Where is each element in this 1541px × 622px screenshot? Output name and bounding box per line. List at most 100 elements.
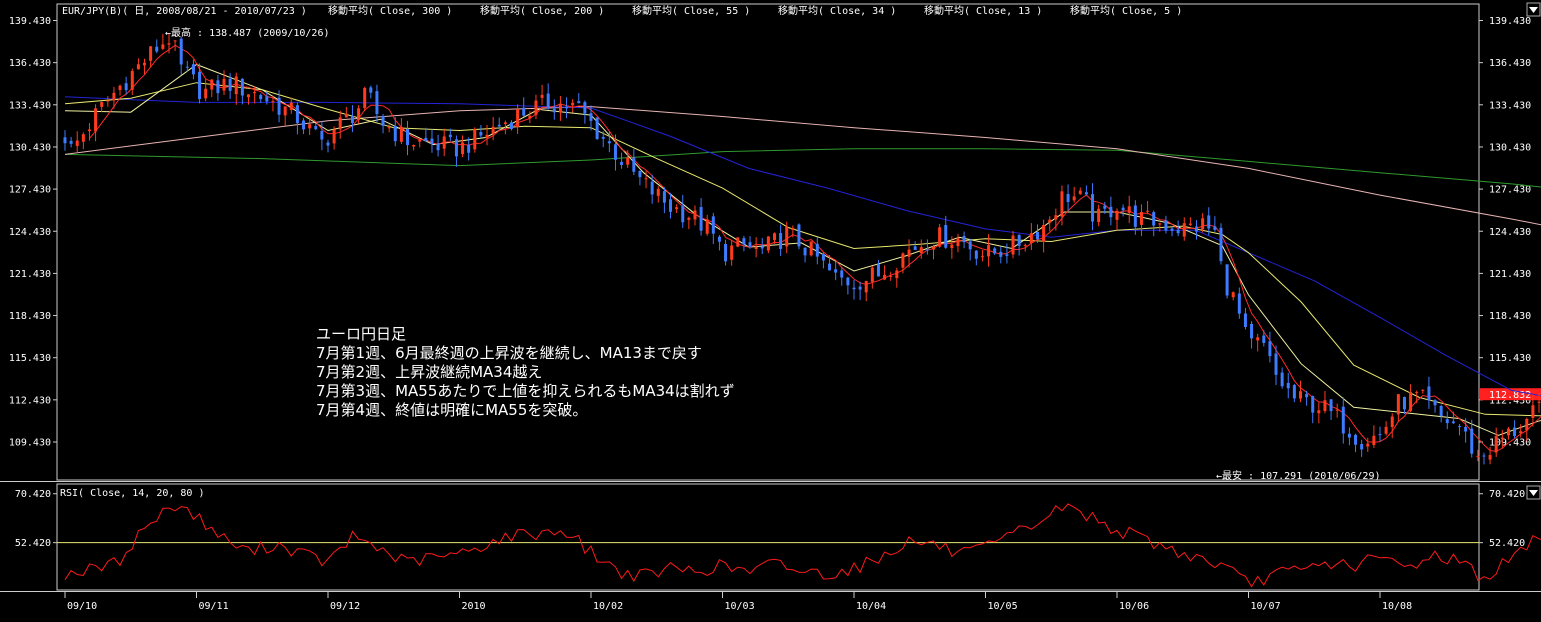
candle-body — [552, 108, 556, 113]
candle — [1464, 418, 1468, 443]
candle-body — [595, 117, 599, 139]
candle — [289, 97, 293, 114]
candle-body — [675, 207, 679, 210]
candle — [1121, 204, 1125, 217]
candle — [136, 58, 140, 70]
note-line-1: ユーロ円日足 — [316, 325, 406, 343]
candle — [1139, 204, 1143, 237]
candle-body — [454, 139, 458, 157]
candle-body — [913, 246, 917, 250]
candle — [1323, 390, 1327, 414]
candle — [112, 86, 116, 109]
candle-body — [295, 105, 299, 124]
time-tick-label: 10/03 — [725, 601, 755, 612]
candle-body — [1035, 231, 1039, 240]
candle-body — [1311, 396, 1315, 413]
candle — [1494, 427, 1498, 457]
candle-body — [1500, 437, 1504, 440]
candle — [1201, 213, 1205, 233]
price-panel-collapse-button[interactable] — [1526, 2, 1541, 17]
candle — [516, 104, 520, 134]
candle — [1182, 217, 1186, 241]
candle — [1237, 287, 1241, 319]
candle — [1170, 226, 1174, 237]
candle-body — [626, 157, 630, 165]
candle-body — [766, 236, 770, 251]
candle-body — [369, 87, 373, 93]
candle — [1011, 230, 1015, 259]
candle-body — [772, 233, 776, 240]
candle-body — [980, 256, 984, 258]
candle — [1042, 219, 1046, 253]
candle — [528, 111, 532, 124]
candle — [1286, 372, 1290, 399]
candle-body — [840, 270, 844, 278]
candle-body — [1427, 386, 1431, 401]
time-tick-label: 10/05 — [988, 601, 1018, 612]
candle-body — [1519, 431, 1523, 434]
candle — [161, 33, 165, 51]
candle — [760, 237, 764, 255]
candle-body — [1066, 193, 1070, 203]
candle — [870, 265, 874, 289]
rsi-panel-collapse-button[interactable] — [1526, 485, 1541, 500]
candle — [240, 78, 244, 105]
candle — [980, 250, 984, 262]
price-tick-label-right: 121.430 — [1489, 269, 1531, 280]
candle — [950, 236, 954, 259]
rsi-line — [64, 503, 1541, 588]
candle-body — [75, 140, 79, 146]
time-tick-label: 10/02 — [593, 601, 623, 612]
candle-body — [938, 227, 942, 247]
chart-axes: 139.430 139.430 136.430 136.430 133.430 133.4… — [0, 3, 1541, 612]
candle — [748, 236, 752, 249]
rsi-tick-label: 70.420 — [15, 489, 51, 500]
candle — [198, 63, 202, 104]
candle-body — [821, 253, 825, 261]
candle-body — [650, 181, 654, 195]
price-tick-label: 127.430 — [9, 185, 51, 196]
candle — [1152, 210, 1156, 237]
price-panel-frame — [56, 3, 1480, 481]
candle — [283, 106, 287, 126]
candle — [1500, 429, 1504, 448]
candle-body — [607, 141, 611, 144]
time-tick-label: 10/08 — [1382, 601, 1412, 612]
candle — [228, 72, 232, 99]
candle — [1054, 208, 1058, 231]
candle — [332, 126, 336, 150]
candle-body — [681, 206, 685, 223]
candle-body — [1213, 226, 1217, 230]
candle-body — [497, 124, 501, 127]
note-line-5: 7月第4週、終値は明確にMA55を突破。 — [316, 401, 587, 419]
rsi-tick-label-right: 70.420 — [1489, 489, 1525, 500]
candle-body — [332, 129, 336, 144]
candle — [185, 60, 189, 73]
price-tick-label: 112.430 — [9, 395, 51, 406]
candle — [589, 105, 593, 131]
candle — [1243, 307, 1247, 330]
candle — [143, 58, 147, 75]
candle-body — [748, 242, 752, 248]
candle — [919, 239, 923, 259]
ma-label-300: 移動平均( Close, 300 ) — [328, 4, 452, 17]
candle — [815, 237, 819, 265]
candle-body — [669, 199, 673, 212]
candle-body — [1005, 254, 1009, 256]
candle — [210, 79, 214, 98]
candle — [375, 84, 379, 122]
candle-body — [1360, 444, 1364, 450]
price-tick-label-right: 139.430 — [1489, 16, 1531, 27]
candle-body — [974, 250, 978, 259]
candle-body — [852, 287, 856, 290]
candle — [699, 198, 703, 236]
candle — [675, 204, 679, 214]
candle-body — [1451, 421, 1455, 424]
candle — [552, 99, 556, 120]
candle-body — [1531, 405, 1535, 418]
candle-body — [1354, 434, 1358, 445]
candle-body — [1115, 210, 1119, 220]
candle-body — [167, 43, 171, 45]
candle — [993, 246, 997, 256]
ma-label-34: 移動平均( Close, 34 ) — [778, 4, 896, 17]
